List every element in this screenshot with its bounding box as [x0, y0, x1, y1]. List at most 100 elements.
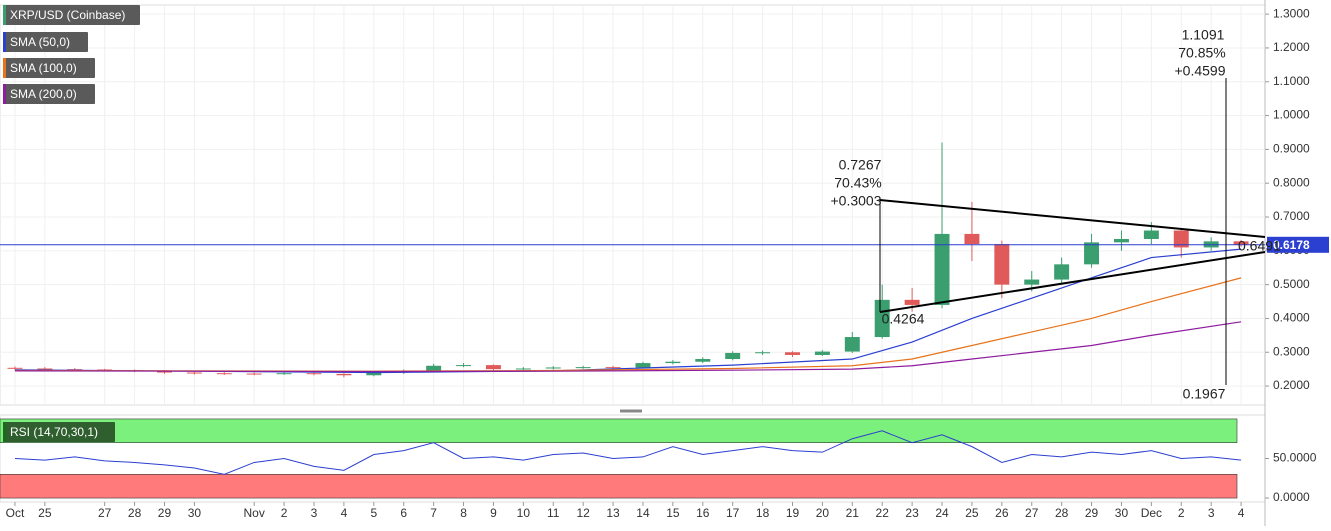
legend-label: RSI (14,70,30,1) [10, 425, 98, 439]
candle-body [605, 367, 621, 369]
rsi-zone [0, 474, 1238, 499]
candle-body [366, 372, 382, 376]
legend-label: SMA (100,0) [10, 61, 77, 75]
candle-body [725, 352, 741, 360]
candle-body [485, 365, 501, 370]
candle-body [665, 361, 681, 364]
legend-swatch [3, 5, 6, 25]
candle-body [844, 337, 860, 352]
rsi-zone [0, 418, 1238, 443]
candle-body [575, 367, 591, 369]
candle-body [216, 373, 232, 375]
candle-body [964, 233, 980, 245]
y-tick-label: 0.2000 [1273, 378, 1310, 392]
legend-label: SMA (200,0) [10, 87, 77, 101]
legend-box [3, 32, 88, 52]
y-tick-label: 1.2000 [1273, 40, 1310, 54]
candle-body [186, 372, 202, 374]
x-tick-label: 25 [38, 506, 52, 520]
annotation: 0.1967 [1183, 386, 1226, 402]
x-tick-label: 2 [281, 506, 288, 520]
x-tick-label: 28 [1055, 506, 1069, 520]
candle-body [814, 351, 830, 355]
y-tick-label: 1.1000 [1273, 74, 1310, 88]
y-tick-label: 0.4000 [1273, 311, 1310, 325]
legend-swatch [3, 84, 6, 104]
last-price-box [1267, 236, 1329, 253]
x-tick-label: 6 [400, 506, 407, 520]
candle-body [7, 367, 23, 369]
x-tick-label: 16 [696, 506, 710, 520]
x-tick-label: 28 [128, 506, 142, 520]
rsi-line [14, 430, 1242, 475]
candle-body [785, 352, 800, 355]
candle-body [1113, 238, 1129, 243]
x-tick-label: 10 [517, 506, 531, 520]
x-tick-label: 3 [1208, 506, 1215, 520]
y-tick-label: 50.0000 [1273, 451, 1317, 465]
candle-body [1233, 241, 1249, 245]
x-tick-label: 8 [460, 506, 467, 520]
x-tick-label: 26 [995, 506, 1009, 520]
candle-body [755, 352, 771, 354]
candle-body [456, 365, 472, 367]
candle-body [515, 368, 531, 370]
y-tick-label: 1.3000 [1273, 6, 1310, 20]
legend-swatch [3, 58, 6, 78]
candle-body [904, 299, 920, 305]
x-tick-label: 15 [666, 506, 680, 520]
x-tick-label: 25 [965, 506, 979, 520]
x-tick-label: Dec [1141, 506, 1162, 520]
annotation: 0.6491 [1238, 238, 1281, 254]
x-tick-label: 5 [370, 506, 377, 520]
x-tick-label: 30 [1115, 506, 1129, 520]
candle-body [276, 373, 292, 375]
legend-swatch [3, 422, 6, 442]
x-tick-label: 7 [430, 506, 437, 520]
candle-body [1054, 264, 1070, 280]
annotation: +0.3003 [831, 193, 882, 209]
y-tick-label: 0.9000 [1273, 142, 1310, 156]
x-tick-label: 2 [1178, 506, 1185, 520]
x-tick-label: 12 [576, 506, 590, 520]
legend-box [3, 5, 140, 25]
legend-box [3, 84, 95, 104]
candle-body [1024, 279, 1040, 285]
x-tick-label: 22 [876, 506, 890, 520]
x-tick-label: 18 [756, 506, 770, 520]
candle-body [874, 299, 890, 338]
x-tick-label: 23 [905, 506, 919, 520]
y-tick-label: 0.7000 [1273, 209, 1310, 223]
x-tick-label: 13 [606, 506, 620, 520]
legend-box [3, 422, 115, 442]
x-tick-label: Nov [244, 506, 265, 520]
candle-body [246, 373, 262, 375]
candle-body [336, 373, 352, 376]
annotation: +0.4599 [1175, 63, 1226, 79]
y-tick-label: 0.8000 [1273, 175, 1310, 189]
x-tick-label: Oct [6, 506, 25, 520]
x-tick-label: 17 [726, 506, 740, 520]
x-tick-label: 14 [636, 506, 650, 520]
candle-body [67, 369, 83, 371]
x-tick-label: 11 [547, 506, 560, 520]
legend-swatch [3, 32, 6, 52]
legend-box [3, 58, 95, 78]
legend-label: SMA (50,0) [10, 35, 70, 49]
x-tick-label: 29 [158, 506, 172, 520]
candle-body [1173, 230, 1189, 248]
candle-body [1084, 242, 1100, 265]
x-tick-label: 4 [341, 506, 348, 520]
x-tick-label: 29 [1085, 506, 1099, 520]
candle-body [37, 368, 53, 370]
x-tick-label: 20 [816, 506, 830, 520]
annotation: 0.4264 [882, 311, 925, 327]
x-tick-label: 19 [786, 506, 800, 520]
x-tick-label: 24 [935, 506, 949, 520]
sma-line [14, 248, 1242, 374]
y-tick-label: 0.3000 [1273, 344, 1310, 358]
y-tick-label: 1.0000 [1273, 108, 1310, 122]
candle-body [695, 359, 711, 362]
trendline [879, 251, 1266, 313]
